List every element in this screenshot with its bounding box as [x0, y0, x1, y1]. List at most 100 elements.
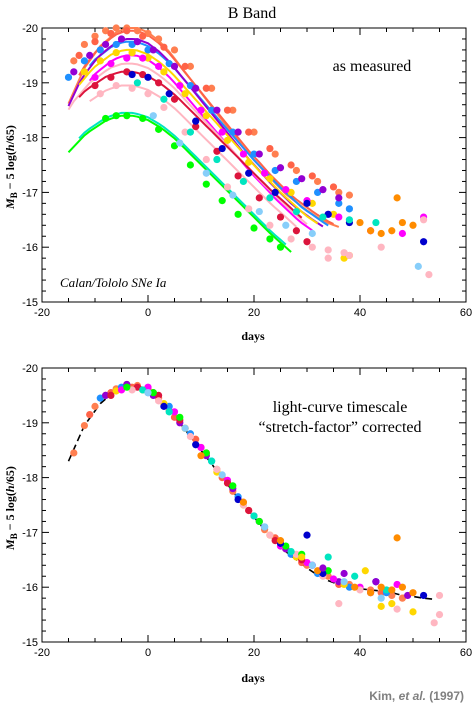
data-point	[266, 235, 274, 243]
data-point	[414, 262, 422, 270]
data-point	[340, 569, 348, 578]
y-label-end-2: /65)	[3, 466, 17, 486]
data-point	[245, 169, 253, 177]
data-point	[409, 589, 417, 597]
light-curve-fit	[88, 54, 313, 232]
data-point	[266, 144, 274, 153]
y-label-h: h	[3, 144, 17, 151]
data-point	[186, 432, 194, 441]
data-point	[345, 191, 353, 199]
data-point	[155, 62, 163, 70]
data-point	[117, 35, 126, 43]
data-point	[229, 128, 237, 136]
data-point	[298, 553, 306, 561]
data-point	[420, 591, 428, 600]
curves-top	[67, 27, 340, 253]
x-tick-label-bottom: 40	[354, 647, 366, 659]
data-point	[80, 40, 88, 49]
y-label-sub: B	[9, 192, 19, 198]
data-point	[261, 169, 269, 177]
data-point	[144, 73, 152, 81]
data-point	[144, 46, 152, 54]
y-tick-label-top: -20	[22, 23, 38, 35]
data-point	[160, 43, 168, 51]
x-axis-label-bottom: days	[241, 671, 265, 685]
data-point	[292, 550, 300, 558]
x-tick-label-top: 40	[354, 307, 366, 319]
data-point	[377, 602, 385, 610]
light-curve-fit	[78, 48, 319, 225]
y-tick-label-top: -16	[22, 242, 38, 254]
y-label-end: /65)	[3, 125, 17, 145]
data-point	[155, 79, 163, 87]
data-point	[133, 79, 141, 87]
data-point	[202, 84, 210, 92]
data-point	[239, 177, 247, 186]
data-point	[102, 27, 110, 35]
data-point	[420, 238, 428, 246]
data-point	[367, 227, 375, 235]
data-point	[165, 408, 173, 416]
data-point	[181, 62, 189, 70]
data-point	[398, 229, 406, 238]
data-point	[181, 90, 189, 98]
data-point	[186, 62, 194, 70]
data-point	[314, 177, 322, 186]
template-dashed-curve	[67, 384, 435, 601]
data-point	[213, 155, 221, 164]
data-point	[208, 457, 216, 465]
data-point	[303, 558, 311, 567]
data-point	[208, 106, 216, 114]
data-point	[234, 210, 242, 218]
data-point	[123, 68, 131, 76]
data-point	[245, 506, 253, 515]
data-point	[398, 583, 406, 591]
data-point	[160, 402, 168, 410]
data-point	[102, 40, 110, 49]
data-point	[70, 57, 78, 65]
data-point	[255, 207, 263, 216]
data-point	[107, 73, 115, 81]
y-label-m-2: M	[3, 539, 17, 551]
data-point	[170, 142, 179, 150]
data-point	[266, 531, 274, 539]
light-curve-fit	[67, 27, 340, 228]
data-point	[340, 578, 348, 586]
credit-etal: et al.	[399, 689, 426, 703]
data-point	[250, 512, 258, 520]
data-point	[80, 57, 88, 65]
x-tick-label-top: 20	[248, 307, 260, 319]
data-point	[388, 600, 396, 608]
data-point	[112, 112, 120, 120]
y-tick-label-bottom: -15	[22, 637, 38, 649]
data-point	[128, 84, 136, 92]
data-point	[329, 575, 338, 583]
data-point	[361, 567, 369, 575]
data-point	[329, 210, 338, 218]
data-point	[160, 103, 168, 112]
data-point	[170, 413, 179, 421]
y-tick-label-bottom: -19	[22, 418, 38, 430]
chart-title: B Band	[228, 5, 276, 22]
data-point	[202, 449, 210, 457]
data-point	[149, 389, 157, 397]
points-bottom	[70, 380, 444, 627]
data-point	[149, 112, 157, 120]
data-point	[388, 227, 396, 235]
data-point	[239, 498, 247, 506]
data-point	[139, 114, 147, 123]
data-point	[133, 383, 141, 391]
data-point	[202, 180, 210, 188]
data-point	[303, 199, 311, 207]
data-point	[91, 38, 99, 46]
data-point	[398, 594, 406, 602]
data-point	[229, 482, 237, 490]
data-point	[197, 106, 205, 114]
data-point	[255, 150, 263, 158]
y-axis-label-bottom: MB − 5 log(h/65)	[3, 466, 19, 551]
data-point	[128, 49, 136, 57]
data-point	[292, 177, 300, 186]
data-point	[192, 441, 200, 449]
data-point	[197, 443, 205, 452]
